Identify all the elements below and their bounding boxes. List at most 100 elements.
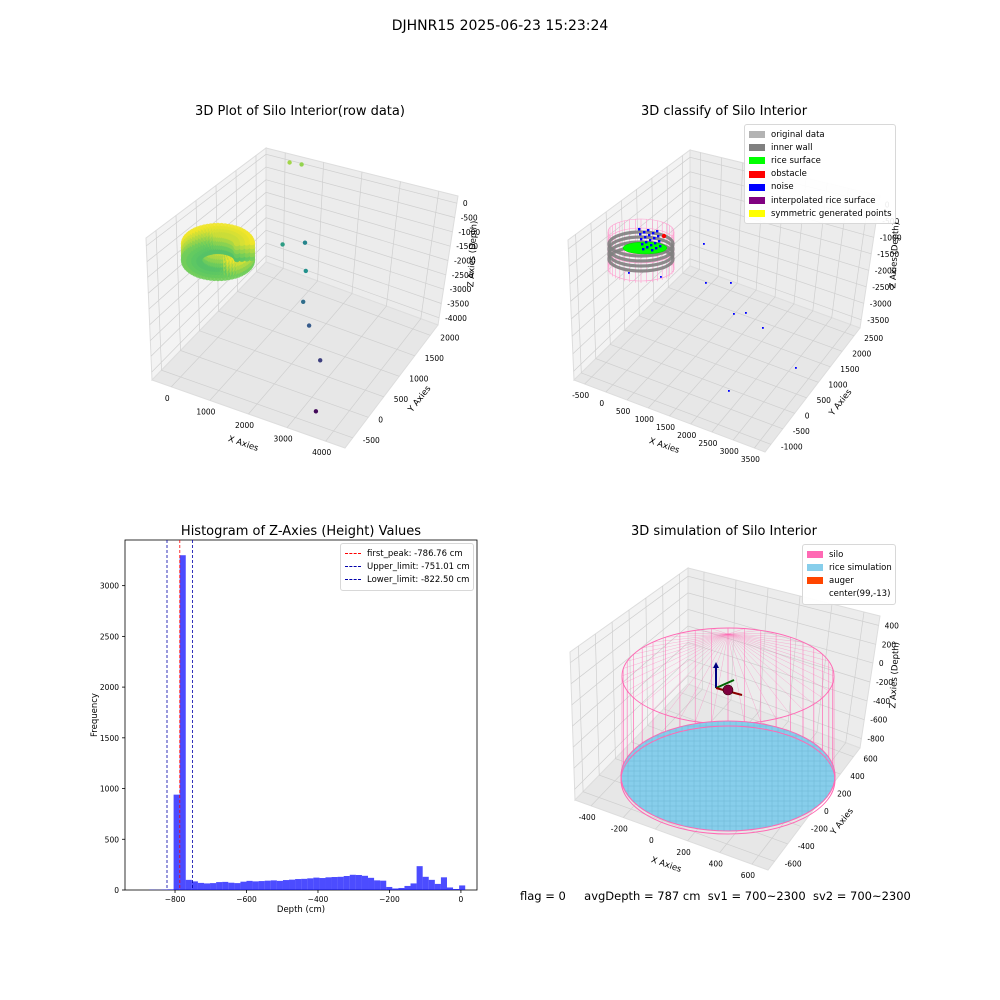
plot4-silo-roof-wire (727, 633, 823, 698)
plot2-legend-item: rice surface (749, 154, 891, 167)
plot1-ztick: -2500 (452, 271, 474, 280)
plot1-grid-z (146, 166, 455, 262)
plot4-silo-roof-wire (633, 633, 729, 655)
plot2-floor (573, 265, 861, 453)
plot4-xtick: 400 (709, 860, 724, 869)
plot1-xtick: 1000 (196, 407, 215, 416)
plot2-obstacle-point (661, 233, 667, 239)
plot1-cluster-point (238, 239, 246, 246)
plot2-legend-label: rice surface (771, 155, 821, 166)
plot2-xtick: 1000 (635, 415, 654, 424)
plot2-noise-point (642, 248, 645, 251)
plot1-grid-y (255, 155, 431, 336)
plot4-ztick: 200 (882, 640, 897, 649)
plot2-ytick: -500 (793, 427, 810, 436)
plot2-ztick: -2500 (872, 283, 894, 292)
plot3-bar (252, 881, 259, 890)
plot2-legend-item: original data (749, 128, 891, 141)
plot4-legend-label: auger (829, 575, 854, 586)
plot4-silo-roof-wire (727, 633, 804, 643)
plot4-auger-center (722, 684, 734, 696)
plot2-xtick: 3000 (720, 447, 739, 456)
plot1-grid-z (148, 204, 449, 310)
plot4-grid-z (572, 625, 871, 727)
plot4-ticks: -400 -200 0 200 400 600 -600 -400 -200 0 200 400 600… (579, 621, 902, 880)
plot2-ztick: -1000 (880, 233, 902, 242)
plot4-grid-z (570, 592, 876, 684)
plot3-bar (459, 885, 466, 890)
plot3-bar (197, 882, 204, 890)
plot4-silo-roof-wire (727, 633, 777, 719)
plot3-xtick-label: 0 (459, 895, 464, 904)
plot3-bar (453, 888, 460, 890)
plot1-grid-z (151, 255, 440, 373)
plot2-grid-x (754, 193, 870, 449)
plot2-grid-x (732, 188, 849, 441)
plot2-noise-point (647, 229, 650, 232)
plot1-grid-x (209, 162, 324, 401)
plot2-grid-z (572, 243, 864, 355)
plot4-legend: silo rice simulation auger center(99,-13) (802, 544, 896, 605)
plot2-legend-label: obstacle (771, 169, 807, 180)
plot1-grid-z (150, 242, 442, 357)
plot1-xtick: 3000 (274, 435, 293, 444)
plot4-grid-z (570, 575, 879, 663)
plot2-grid-x (626, 162, 744, 401)
plot4-silo-roof-wire (679, 633, 729, 635)
plot1-zlabel: Z Axies (Depth) (466, 220, 479, 287)
plot2-inner-wall (607, 230, 675, 258)
plot3-bar (325, 877, 332, 890)
plot2-noise-point (628, 272, 630, 274)
plot2-noise-point (657, 235, 660, 238)
plot4-legend-label: silo (829, 549, 844, 560)
plot1-ztick: -1000 (458, 228, 480, 237)
plot3-bar (434, 883, 441, 890)
plot2-legend-item: noise (749, 181, 891, 194)
plot4-ytick: 200 (837, 790, 852, 799)
plot2-noise-point (655, 247, 658, 250)
plot2-noise-point (658, 240, 661, 243)
plot4-ytick: -200 (811, 824, 828, 833)
plot1-marks (180, 160, 323, 414)
plot3-bar (446, 887, 454, 890)
plot2-ztick: -1500 (877, 250, 899, 259)
status-sv2: sv2 = 700~2300 (812, 889, 911, 903)
plot4-xtick: 200 (676, 848, 691, 857)
plot2-xtick: 2000 (677, 431, 696, 440)
plot1-grid-x (325, 191, 440, 442)
plot4-ytick: 0 (824, 807, 829, 816)
plot3-bar (216, 882, 223, 890)
plot3-bar (410, 883, 417, 890)
plot1-grid-z (149, 217, 446, 326)
plot2-legend-swatch (749, 144, 765, 152)
plot3-xtick-label: −600 (236, 895, 257, 904)
plot1-grid-z (146, 153, 457, 247)
plot1-ztick: -2000 (454, 257, 476, 266)
plot2-ytick: 1000 (828, 380, 847, 389)
plot1-xtick: 4000 (312, 448, 331, 457)
plot1-title: 3D Plot of Silo Interior(row data) (195, 104, 405, 119)
plot3-histogram: −800 −600 −400 −200 0 0 500 1000 1500 2000 2500 300… (90, 539, 478, 915)
plot1-ytick: -500 (363, 436, 380, 445)
plot1-outlier-point (287, 160, 292, 165)
plot3-ytick-label: 2500 (100, 632, 119, 641)
plot4-silo-roof-wire (727, 633, 814, 648)
plot3-bar (368, 877, 375, 890)
plot3-bar (355, 874, 362, 890)
plot2-grid-x (584, 152, 701, 385)
plot2-noise-point (656, 230, 659, 233)
plot3-bar (167, 889, 174, 890)
plot2-grid-y (651, 178, 831, 368)
plot1-grid-y (235, 170, 415, 357)
plot3-bar (380, 880, 387, 890)
plot2-ytick: 1500 (840, 365, 859, 374)
plot4-ytick: 600 (863, 755, 878, 764)
plot4-silo-bottom-ring (620, 725, 836, 835)
plot2-ytick: 2500 (864, 334, 883, 343)
plot4-xtick: 0 (649, 836, 654, 845)
plot3-bar (331, 877, 338, 890)
plot2-legend-swatch (749, 157, 765, 165)
plot3-bar (234, 883, 241, 890)
